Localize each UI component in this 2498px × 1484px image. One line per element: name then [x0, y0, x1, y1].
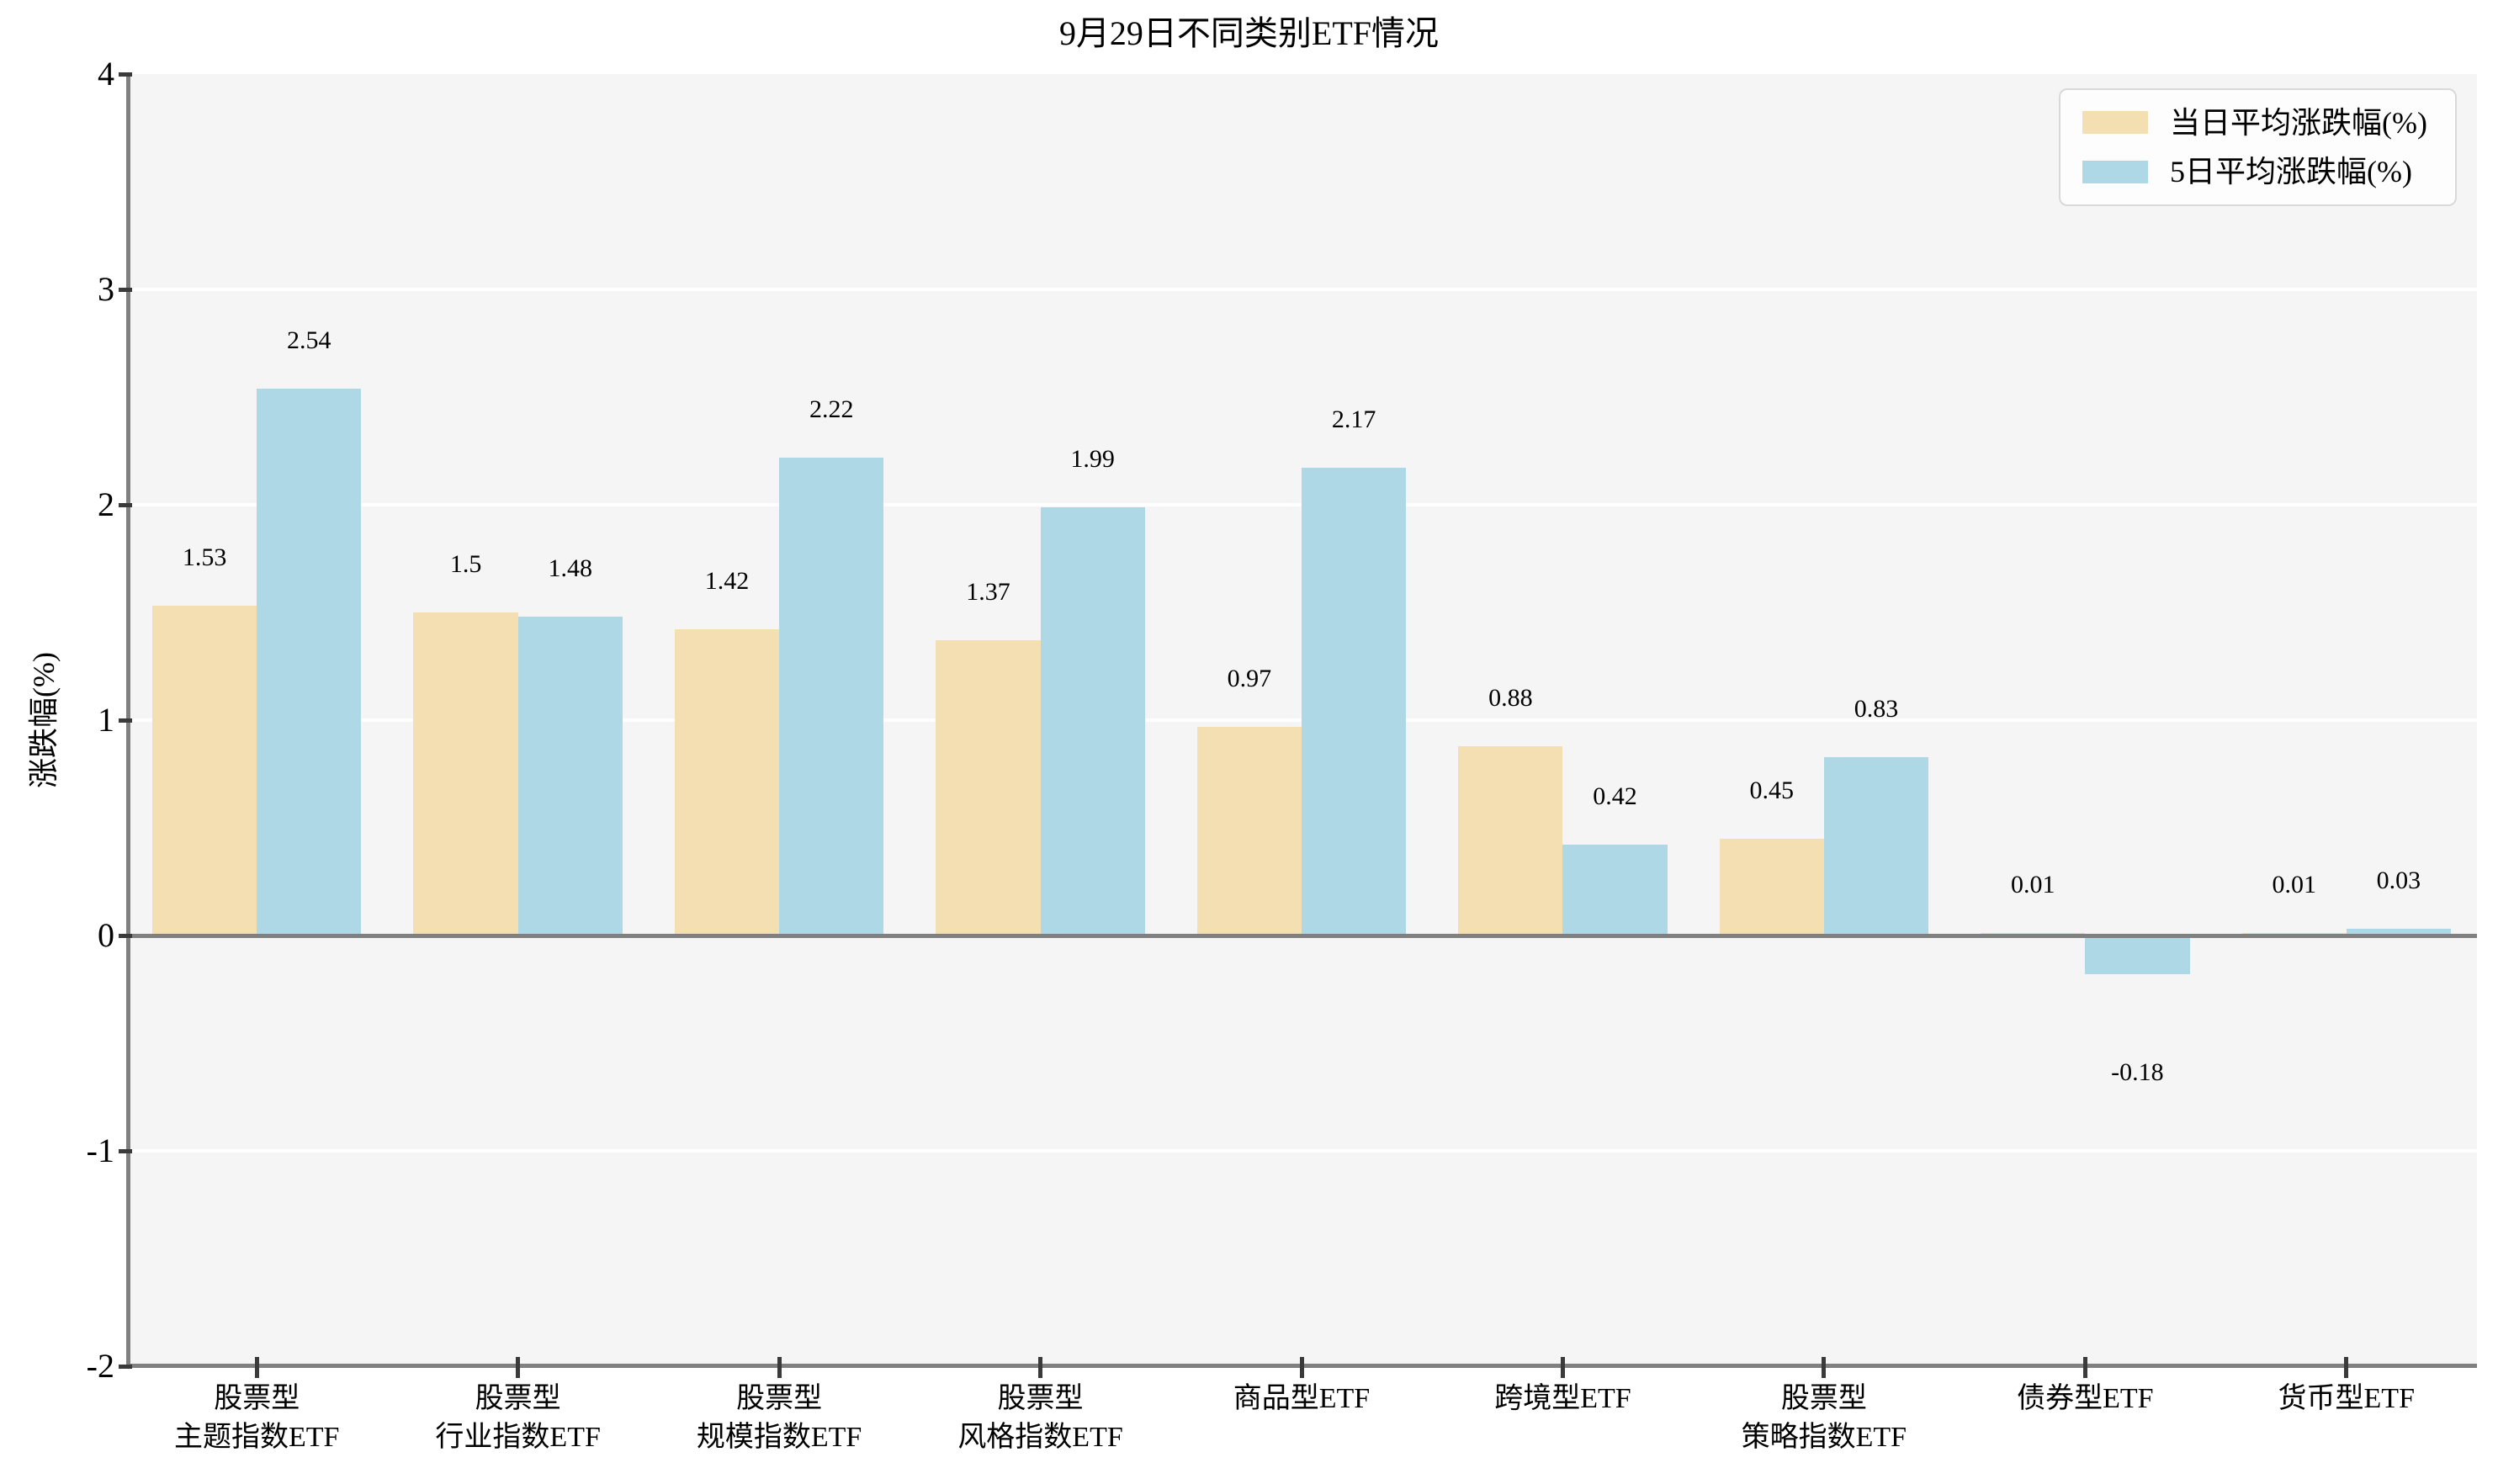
bar-series0-cat5: [1458, 745, 1563, 935]
bar-series1-cat1: [517, 617, 623, 935]
bar-series0-cat3: [936, 640, 1041, 935]
bar-series1-cat7: [2085, 935, 2190, 975]
y-tick-label: -1: [86, 1132, 114, 1169]
bar-series0-cat1: [413, 612, 518, 935]
x-tick-label-5: 跨境型ETF: [1494, 1383, 1631, 1414]
bar-value-label: 0.88: [1488, 683, 1533, 712]
bar-series1-cat6: [1823, 756, 1929, 935]
chart-legend: 当日平均涨跌幅(%) 5日平均涨跌幅(%): [2059, 88, 2457, 206]
bar-series1-cat8: [2346, 929, 2451, 935]
bar-series1-cat5: [1562, 845, 1668, 935]
legend-label-daily: 当日平均涨跌幅(%): [2170, 105, 2427, 140]
legend-item-5day: 5日平均涨跌幅(%): [2082, 155, 2455, 188]
gridline-y-3: [126, 288, 2477, 291]
bar-value-label: 1.99: [1070, 444, 1115, 473]
x-tick-label-0: 股票型 主题指数ETF: [173, 1383, 340, 1453]
x-tick-label-2: 股票型 规模指数ETF: [696, 1383, 862, 1453]
zero-axis-line: [126, 933, 2477, 938]
bar-series1-cat4: [1302, 468, 1407, 935]
bar-value-label: 0.42: [1593, 782, 1637, 811]
y-tick: [119, 933, 132, 938]
bar-series0-cat2: [674, 629, 780, 935]
y-tick: [119, 287, 132, 292]
x-tick: [254, 1357, 259, 1378]
x-tick-label-8: 货币型ETF: [2278, 1383, 2415, 1414]
bar-value-label: 0.01: [2010, 871, 2055, 899]
bar-value-label: 2.54: [287, 326, 331, 354]
bar-series1-cat2: [779, 457, 884, 935]
y-tick: [119, 718, 132, 723]
y-tick: [119, 1148, 132, 1153]
x-tick: [1560, 1357, 1565, 1378]
bar-value-label: 1.48: [548, 554, 593, 583]
bar-series0-cat0: [152, 606, 257, 935]
x-tick-label-3: 股票型 风格指数ETF: [957, 1383, 1123, 1453]
bar-series1-cat3: [1040, 506, 1145, 935]
y-tick-label: 3: [98, 270, 114, 308]
bar-value-label: 1.37: [966, 578, 1010, 607]
x-tick: [777, 1357, 782, 1378]
bar-value-label: 0.03: [2376, 867, 2421, 895]
x-tick: [2344, 1357, 2349, 1378]
x-tick-label-4: 商品型ETF: [1233, 1383, 1371, 1414]
bar-series0-cat6: [1719, 838, 1824, 935]
bar-value-label: 2.22: [809, 395, 854, 423]
bar-series1-cat0: [257, 388, 362, 935]
five-day-series-swatch: [2082, 160, 2148, 183]
x-tick: [1038, 1357, 1043, 1378]
x-tick: [1299, 1357, 1304, 1378]
y-tick: [119, 502, 132, 507]
y-tick-label: -2: [86, 1347, 114, 1385]
bar-value-label: 0.45: [1749, 776, 1795, 804]
gridline-y--1: [126, 1149, 2477, 1153]
y-tick-label: 1: [98, 701, 114, 739]
x-tick: [516, 1357, 521, 1378]
x-tick-label-6: 股票型 策略指数ETF: [1741, 1383, 1907, 1453]
bar-value-label: -0.18: [2111, 1058, 2164, 1087]
legend-item-daily: 当日平均涨跌幅(%): [2082, 106, 2455, 140]
chart-title: 9月29日不同类别ETF情况: [1058, 14, 1440, 52]
bar-series0-cat4: [1196, 726, 1302, 935]
y-tick-label: 4: [98, 55, 114, 93]
x-tick: [2082, 1357, 2087, 1378]
bar-value-label: 0.83: [1854, 694, 1899, 723]
bar-value-label: 0.97: [1227, 664, 1272, 692]
bar-value-label: 1.53: [182, 543, 227, 572]
y-tick: [119, 1364, 132, 1369]
x-tick-label-1: 股票型 行业指数ETF: [435, 1383, 601, 1453]
y-tick-label: 0: [98, 916, 114, 954]
bar-value-label: 1.5: [449, 550, 482, 578]
y-tick: [119, 72, 132, 77]
legend-label-5day: 5日平均涨跌幅(%): [2170, 155, 2412, 189]
x-tick: [1822, 1357, 1827, 1378]
daily-series-swatch: [2082, 111, 2148, 135]
x-tick-label-7: 债券型ETF: [2017, 1383, 2154, 1414]
bar-value-label: 2.17: [1331, 405, 1376, 434]
bar-value-label: 0.01: [2272, 871, 2316, 899]
bar-value-label: 1.42: [704, 567, 750, 596]
y-tick-label: 2: [98, 485, 114, 523]
